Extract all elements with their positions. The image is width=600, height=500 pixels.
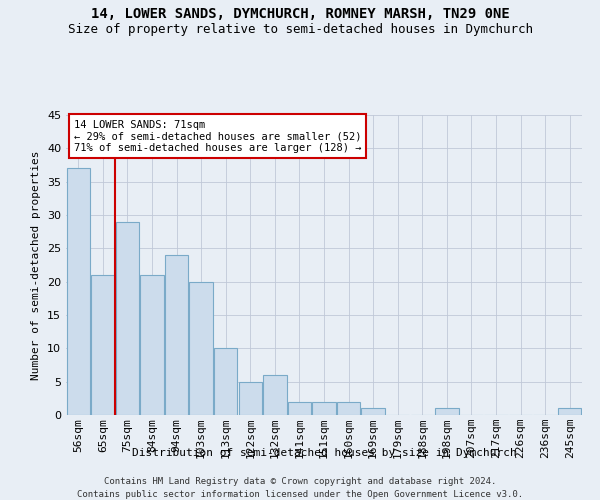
Text: 14, LOWER SANDS, DYMCHURCH, ROMNEY MARSH, TN29 0NE: 14, LOWER SANDS, DYMCHURCH, ROMNEY MARSH…: [91, 8, 509, 22]
Bar: [263, 375, 287, 415]
Bar: [435, 408, 458, 415]
Y-axis label: Number of semi-detached properties: Number of semi-detached properties: [31, 150, 41, 380]
Text: 14 LOWER SANDS: 71sqm
← 29% of semi-detached houses are smaller (52)
71% of semi: 14 LOWER SANDS: 71sqm ← 29% of semi-deta…: [74, 120, 361, 152]
Text: Distribution of semi-detached houses by size in Dymchurch: Distribution of semi-detached houses by …: [131, 448, 517, 458]
Bar: [361, 408, 385, 415]
Bar: [91, 275, 115, 415]
Bar: [214, 348, 238, 415]
Bar: [165, 255, 188, 415]
Bar: [190, 282, 213, 415]
Bar: [67, 168, 90, 415]
Bar: [140, 275, 164, 415]
Bar: [337, 402, 360, 415]
Bar: [313, 402, 335, 415]
Text: Contains public sector information licensed under the Open Government Licence v3: Contains public sector information licen…: [77, 490, 523, 499]
Bar: [558, 408, 581, 415]
Bar: [116, 222, 139, 415]
Bar: [288, 402, 311, 415]
Bar: [239, 382, 262, 415]
Text: Contains HM Land Registry data © Crown copyright and database right 2024.: Contains HM Land Registry data © Crown c…: [104, 478, 496, 486]
Text: Size of property relative to semi-detached houses in Dymchurch: Size of property relative to semi-detach…: [67, 22, 533, 36]
